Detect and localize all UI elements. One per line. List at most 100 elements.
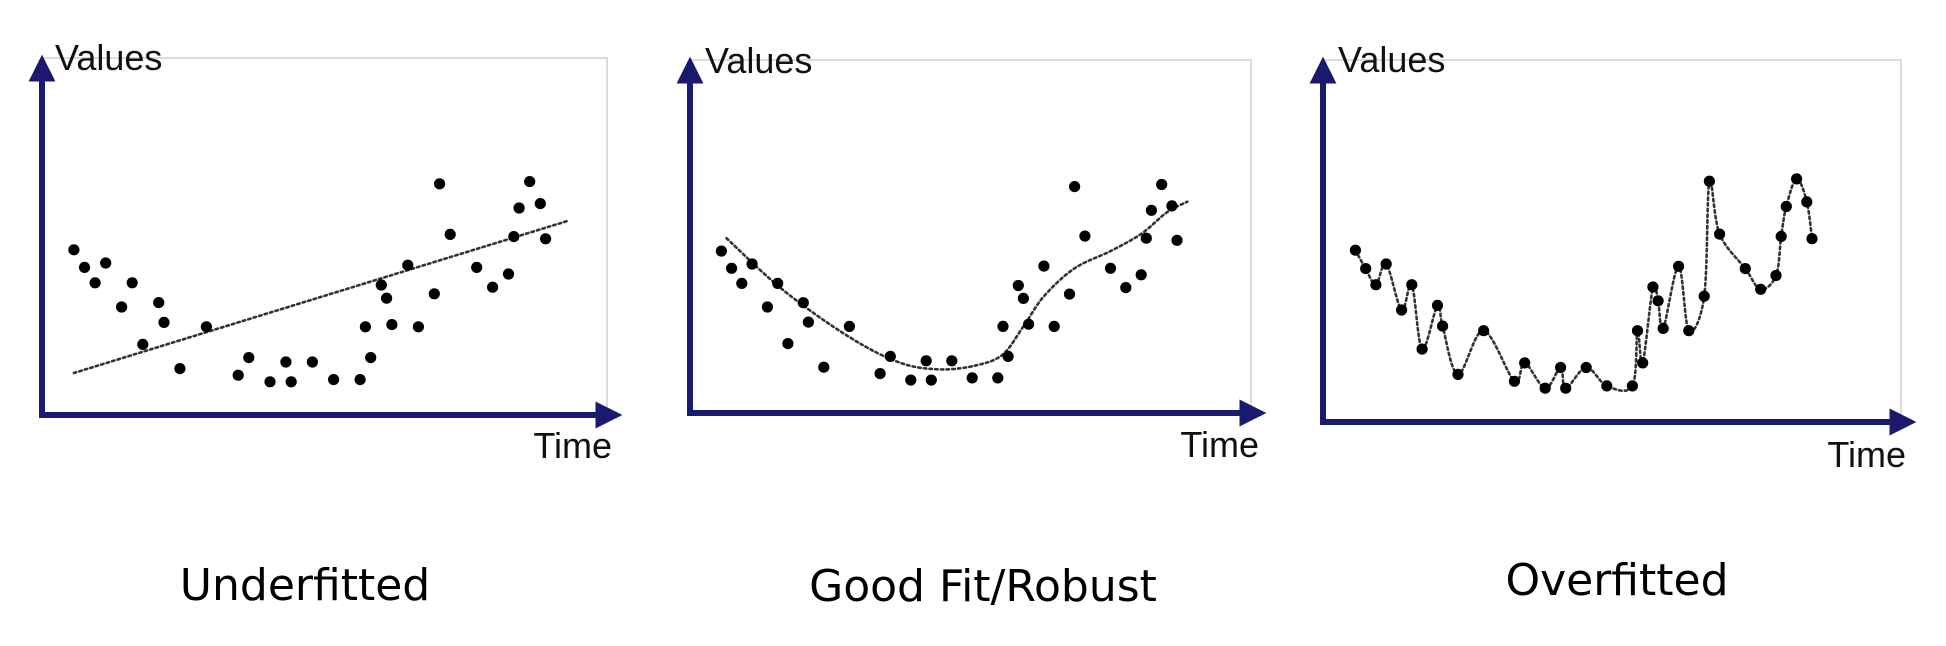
- data-point: [1380, 258, 1392, 270]
- data-point: [153, 297, 165, 309]
- chart-caption: Good Fit/Robust: [809, 561, 1157, 612]
- data-point: [1714, 228, 1726, 240]
- data-point: [487, 281, 499, 293]
- data-point: [1739, 263, 1751, 275]
- data-point: [715, 245, 728, 257]
- data-point: [1396, 304, 1408, 316]
- data-point: [797, 297, 809, 309]
- data-point: [306, 356, 318, 368]
- data-point: [513, 202, 525, 214]
- data-point: [1626, 380, 1638, 392]
- data-point: [1780, 200, 1792, 213]
- y-axis-label: Values: [55, 37, 162, 78]
- chart-panel-3: Values Time Overfitted: [1309, 39, 1917, 606]
- data-point: [375, 279, 387, 291]
- data-point: [1478, 325, 1490, 337]
- data-point: [243, 352, 255, 364]
- data-point: [966, 372, 978, 384]
- data-point: [444, 228, 456, 240]
- x-axis-label: Time: [1827, 434, 1906, 475]
- data-point: [1698, 290, 1710, 302]
- data-point: [200, 321, 212, 333]
- data-point: [1539, 382, 1551, 394]
- fit-curve-smooth: [725, 200, 1189, 371]
- data-point: [1580, 361, 1592, 374]
- data-point: [1360, 263, 1372, 275]
- data-point: [1631, 325, 1644, 337]
- data-point: [1406, 279, 1418, 291]
- data-point: [1683, 325, 1695, 337]
- data-point: [1755, 283, 1767, 295]
- plot-frame: [690, 59, 1252, 413]
- data-point: [1555, 361, 1567, 374]
- data-point: [925, 374, 937, 386]
- data-point: [174, 363, 186, 375]
- x-axis-label: Time: [533, 425, 612, 466]
- data-point: [1775, 230, 1787, 242]
- data-point: [232, 369, 244, 381]
- data-point: [884, 350, 896, 362]
- data-point: [1012, 279, 1024, 292]
- data-point: [1791, 173, 1803, 185]
- data-point: [116, 301, 128, 313]
- data-point: [1048, 320, 1060, 332]
- data-point: [1017, 292, 1029, 304]
- data-point: [1652, 295, 1664, 307]
- data-point: [359, 321, 371, 333]
- data-point: [508, 231, 520, 243]
- plot-frame: [42, 57, 608, 415]
- data-point: [736, 277, 748, 289]
- data-point: [126, 277, 138, 289]
- data-point: [540, 233, 552, 245]
- data-point: [1135, 269, 1147, 281]
- data-point: [1703, 175, 1715, 187]
- data-point: [1560, 382, 1572, 394]
- y-axis-label: Values: [1338, 39, 1445, 80]
- plot-frame: [1323, 59, 1902, 422]
- data-point: [761, 301, 774, 313]
- y-axis-label: Values: [705, 40, 812, 81]
- data-point: [726, 262, 738, 274]
- chart-panel-1: Values Time Underfitted: [28, 37, 623, 611]
- data-point: [1038, 260, 1050, 272]
- data-point: [772, 277, 784, 289]
- data-point: [402, 259, 414, 271]
- data-point: [524, 176, 536, 188]
- data-point: [946, 355, 958, 367]
- chart-panel-2: Values Time Good Fit/Robust: [676, 40, 1267, 612]
- data-point: [100, 257, 112, 269]
- data-point: [843, 320, 856, 332]
- data-point: [78, 261, 91, 273]
- data-point: [1370, 279, 1382, 291]
- data-point: [874, 368, 886, 380]
- data-point: [1349, 244, 1361, 256]
- data-point: [328, 374, 340, 386]
- data-point: [1063, 288, 1076, 300]
- data-point: [1171, 234, 1183, 246]
- data-point: [386, 319, 398, 331]
- data-point: [381, 292, 393, 304]
- data-point: [1120, 282, 1132, 294]
- data-point: [534, 198, 546, 210]
- x-axis-label: Time: [1180, 424, 1259, 465]
- data-point: [1416, 343, 1428, 355]
- data-point: [1437, 320, 1449, 332]
- data-point: [365, 352, 377, 364]
- data-point: [1801, 196, 1813, 208]
- data-point: [818, 361, 830, 373]
- data-point: [1156, 178, 1168, 191]
- data-point: [746, 258, 758, 270]
- data-point: [502, 268, 515, 280]
- data-point: [285, 376, 297, 388]
- fit-curve-linear: [72, 219, 569, 375]
- data-point: [1166, 200, 1178, 212]
- data-point: [1508, 375, 1520, 387]
- data-point: [905, 374, 917, 386]
- data-point: [68, 244, 80, 256]
- data-point: [997, 320, 1009, 332]
- data-point: [1431, 299, 1444, 311]
- data-point: [158, 316, 170, 328]
- data-point: [1657, 322, 1669, 334]
- data-point: [1104, 262, 1117, 274]
